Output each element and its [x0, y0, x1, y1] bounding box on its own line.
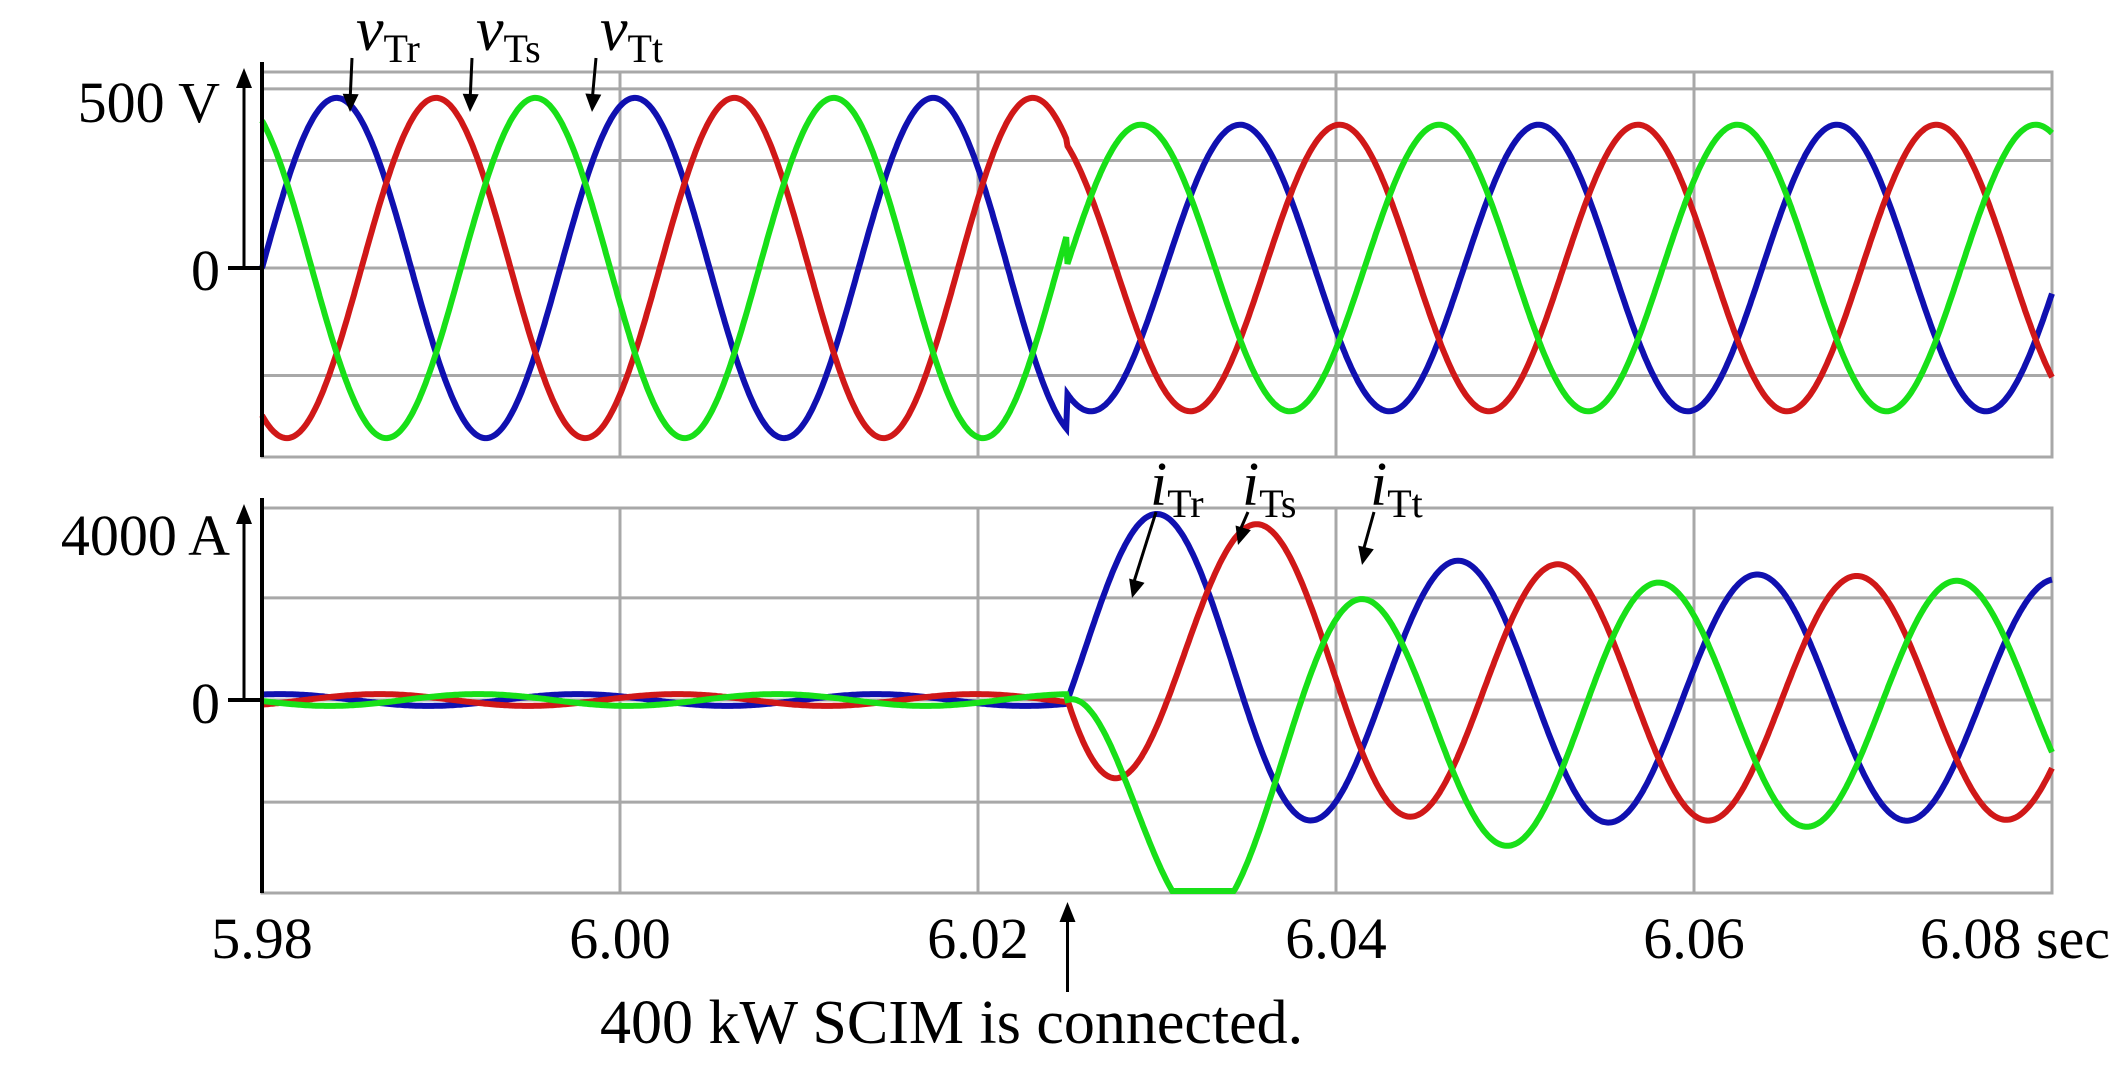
current-traces — [261, 511, 2055, 894]
label-iTt: iTt — [1370, 451, 1423, 526]
x-axis-ticks: 5.98 6.00 6.02 6.04 6.06 6.08 sec — [211, 906, 2110, 971]
event-text: 400 kW SCIM is connected. — [600, 989, 1303, 1057]
x-tick-label: 6.06 — [1643, 906, 1745, 971]
label-arrowhead-vTr — [342, 93, 359, 112]
trace-vTs — [259, 94, 2055, 442]
label-vTr: vTr — [356, 0, 420, 71]
label-arrowhead-iTt — [1358, 545, 1374, 565]
current-grid — [260, 506, 2054, 895]
label-vTs: vTs — [476, 0, 541, 71]
voltage-axes — [228, 62, 264, 457]
trace-iTt — [261, 577, 2055, 894]
x-tick-label: 6.00 — [569, 906, 671, 971]
x-tick-label: 6.08 sec — [1920, 906, 2110, 971]
voltage-ytick-500: 500 V — [78, 70, 220, 135]
label-vTt: vTt — [600, 0, 663, 71]
trace-vTr — [259, 94, 2055, 442]
label-arrowhead-iTs — [1235, 525, 1251, 545]
x-tick-label: 5.98 — [211, 906, 313, 971]
x-tick-label: 6.04 — [1285, 906, 1387, 971]
trace-iTr — [262, 511, 2053, 826]
current-series-labels: iTr iTs iTt — [1129, 451, 1423, 598]
event-arrowhead — [1059, 902, 1076, 922]
label-iTr: iTr — [1150, 451, 1204, 526]
voltage-series-labels: vTr vTs vTt — [342, 0, 663, 112]
label-iTs: iTs — [1242, 451, 1296, 526]
voltage-ytick-0: 0 — [191, 238, 220, 303]
trace-vTt — [259, 94, 2055, 442]
y-scale-arrowhead — [236, 504, 252, 524]
y-scale-arrowhead — [236, 68, 252, 88]
label-arrowhead-iTr — [1129, 578, 1145, 598]
voltage-traces — [259, 94, 2055, 442]
label-arrowhead-vTt — [585, 93, 602, 112]
current-axes — [228, 498, 264, 893]
x-tick-label: 6.02 — [927, 906, 1029, 971]
voltage-panel: 500 V 0 vTr vTs vTt — [78, 0, 2055, 459]
current-panel: 4000 A 0 iTr iTs iTt — [61, 451, 2055, 895]
event-annotation: 400 kW SCIM is connected. — [600, 902, 1303, 1057]
trace-iTs — [261, 521, 2055, 824]
label-arrowhead-vTs — [462, 93, 479, 112]
current-ytick-4000: 4000 A — [61, 503, 230, 568]
label-arrow-iTr — [1130, 511, 1158, 589]
current-ytick-0: 0 — [191, 671, 220, 736]
